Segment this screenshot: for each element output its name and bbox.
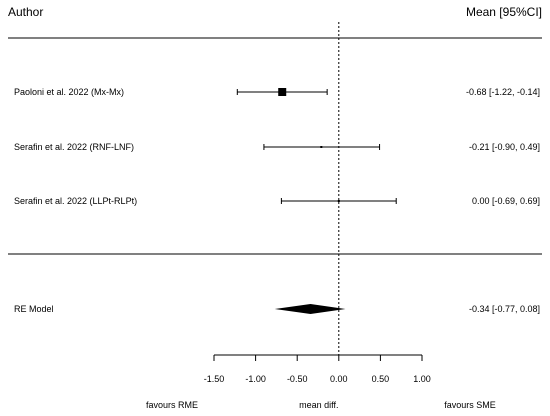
summary-row: RE Model -0.34 [-0.77, 0.08] xyxy=(14,304,540,314)
study-ci-text: -0.21 [-0.90, 0.49] xyxy=(469,142,540,152)
x-tick-label: -0.50 xyxy=(287,374,308,384)
study-rows: Paoloni et al. 2022 (Mx-Mx) -0.68 [-1.22,… xyxy=(14,87,540,206)
favours-right-note: favours SME xyxy=(444,400,496,410)
x-axis-label: mean diff. xyxy=(299,400,338,410)
x-tick-label: 1.00 xyxy=(413,374,431,384)
x-tick-label: 0.50 xyxy=(372,374,390,384)
mean-ci-header: Mean [95%CI] xyxy=(466,5,542,19)
study-label: Serafin et al. 2022 (LLPt-RLPt) xyxy=(14,196,137,206)
author-header: Author xyxy=(8,5,43,19)
x-axis: -1.50 -1.00 -0.50 0.00 0.50 1.00 xyxy=(204,354,431,384)
study-row: Serafin et al. 2022 (RNF-LNF) -0.21 [-0.9… xyxy=(14,142,540,152)
x-tick-label: 0.00 xyxy=(330,374,348,384)
study-label: Paoloni et al. 2022 (Mx-Mx) xyxy=(14,87,124,97)
x-tick-label: -1.00 xyxy=(245,374,266,384)
study-row: Paoloni et al. 2022 (Mx-Mx) -0.68 [-1.22,… xyxy=(14,87,540,97)
study-ci-text: -0.68 [-1.22, -0.14] xyxy=(466,87,540,97)
x-tick-label: -1.50 xyxy=(204,374,225,384)
point-estimate-square xyxy=(278,88,287,96)
study-label: Serafin et al. 2022 (RNF-LNF) xyxy=(14,142,134,152)
summary-label: RE Model xyxy=(14,304,54,314)
summary-ci-text: -0.34 [-0.77, 0.08] xyxy=(469,304,540,314)
point-estimate-square xyxy=(320,146,323,148)
point-estimate-square xyxy=(337,200,340,202)
summary-diamond xyxy=(274,304,346,314)
study-row: Serafin et al. 2022 (LLPt-RLPt) 0.00 [-0.… xyxy=(14,196,540,206)
favours-left-note: favours RME xyxy=(146,400,198,410)
study-ci-text: 0.00 [-0.69, 0.69] xyxy=(472,196,540,206)
